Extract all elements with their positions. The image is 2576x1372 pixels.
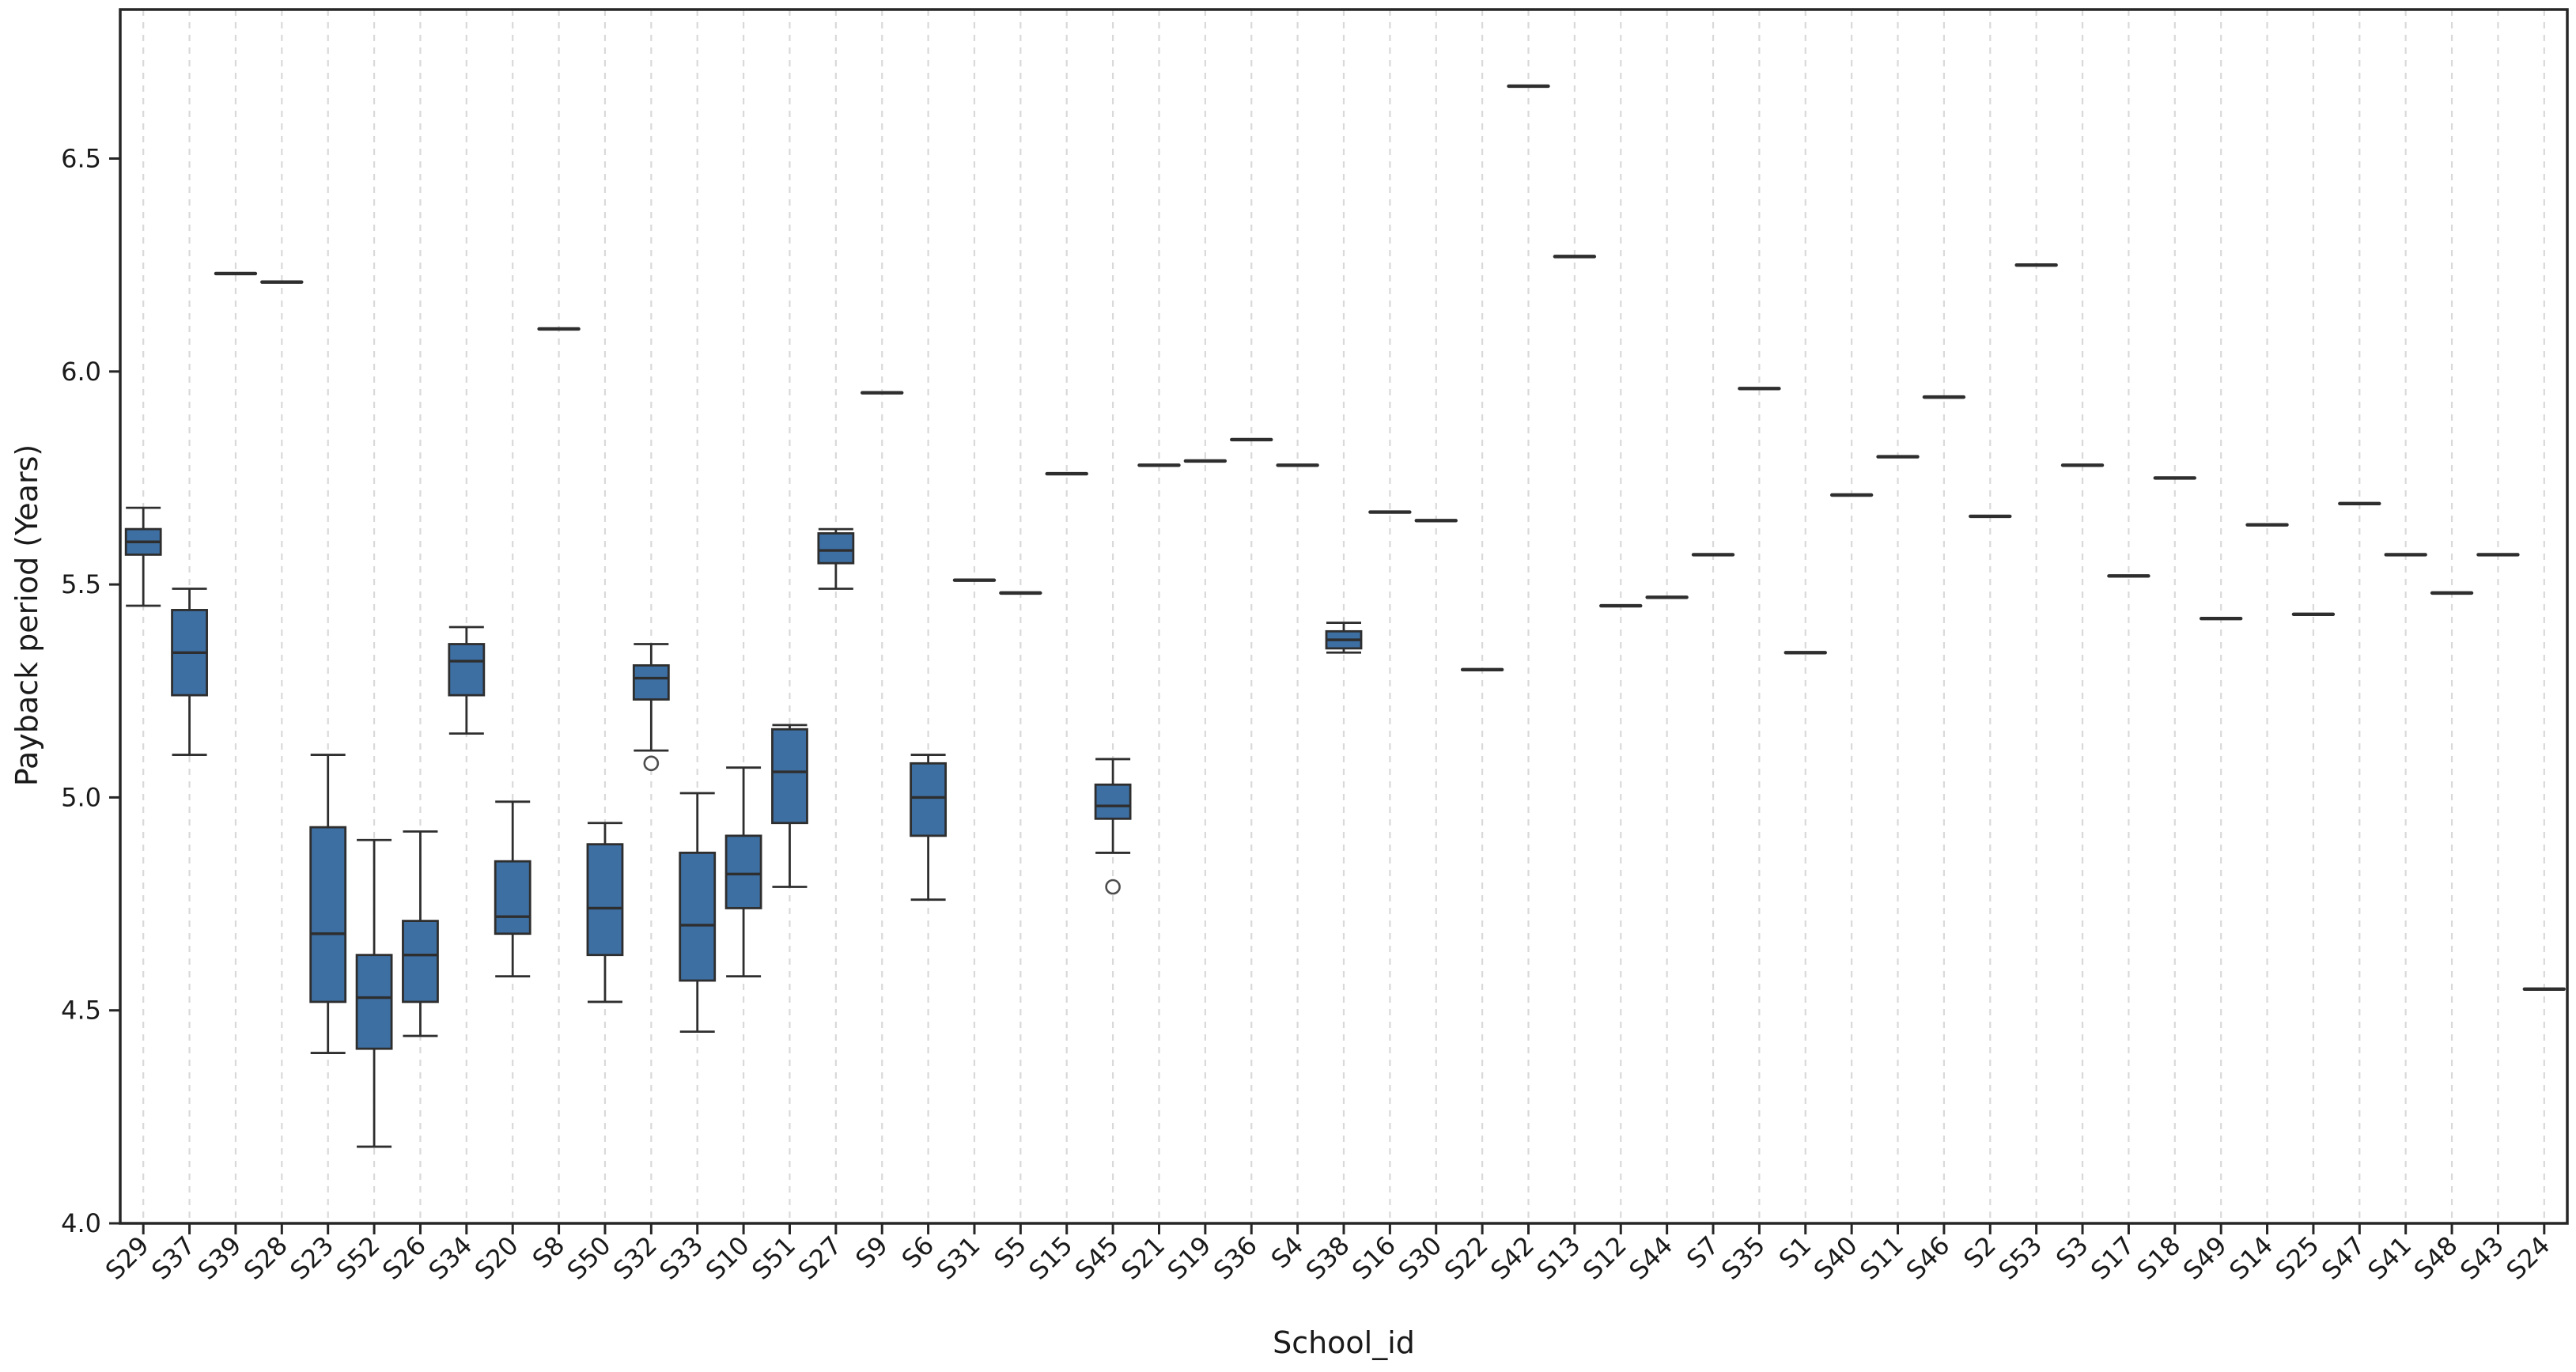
y-tick-label-5.5: 5.5 [61,569,101,599]
x-tick-label-S9: S9 [849,1230,894,1275]
x-tick-label-S17: S17 [2085,1230,2140,1286]
x-tick-label-S52: S52 [331,1230,386,1286]
box-S26 [402,920,439,1003]
box-S45 [1094,783,1132,820]
x-axis-title: School_id [1273,1325,1415,1360]
x-tick-label-S48: S48 [2408,1230,2464,1286]
x-tick-label-S33: S33 [653,1230,709,1286]
x-tick-label-S11: S11 [1854,1230,1909,1286]
x-tick-label-S20: S20 [469,1230,524,1286]
x-tick-label-S36: S36 [1208,1230,1263,1286]
box-S32 [632,664,670,701]
x-tick-label-S53: S53 [1992,1230,2048,1286]
x-tick-label-S19: S19 [1161,1230,1216,1286]
x-tick-label-S50: S50 [562,1230,617,1286]
x-tick-label-S21: S21 [1115,1230,1171,1286]
x-tick-label-S12: S12 [1577,1230,1632,1286]
x-tick-label-S31: S31 [931,1230,986,1286]
x-tick-label-S16: S16 [1346,1230,1401,1286]
x-tick-label-S44: S44 [1623,1230,1678,1286]
y-axis-title: Payback period (Years) [9,444,44,787]
x-tick-label-S32: S32 [607,1230,663,1286]
box-S6 [910,762,948,837]
outlier-S32-0 [643,755,660,772]
x-tick-label-S29: S29 [100,1230,155,1286]
x-tick-label-S49: S49 [2177,1230,2233,1286]
box-S10 [724,834,762,909]
box-S33 [679,852,717,982]
x-tick-label-S51: S51 [746,1230,801,1286]
x-tick-label-S37: S37 [146,1230,201,1286]
x-tick-label-S14: S14 [2223,1230,2279,1286]
y-tick-label-4.0: 4.0 [61,1208,101,1238]
y-tick-label-5.0: 5.0 [61,782,101,812]
x-tick-label-S41: S41 [2362,1230,2417,1286]
y-tick-label-6.0: 6.0 [61,357,101,387]
x-tick-label-S25: S25 [2270,1230,2325,1286]
box-S50 [586,843,624,957]
x-tick-label-S45: S45 [1069,1230,1125,1286]
x-tick-label-S35: S35 [1715,1230,1771,1286]
box-S34 [448,643,486,697]
x-tick-label-S46: S46 [1901,1230,1956,1286]
x-tick-label-S15: S15 [1023,1230,1078,1286]
x-tick-label-S39: S39 [192,1230,248,1286]
x-tick-label-S22: S22 [1439,1230,1494,1286]
x-tick-label-S24: S24 [2500,1230,2555,1286]
x-tick-label-S34: S34 [422,1230,478,1286]
x-tick-label-S42: S42 [1485,1230,1540,1286]
x-tick-label-S26: S26 [376,1230,432,1286]
x-tick-label-S23: S23 [284,1230,339,1286]
box-S52 [355,954,393,1050]
outlier-S45-0 [1105,879,1121,895]
box-S51 [771,728,808,825]
x-tick-label-S18: S18 [2131,1230,2186,1286]
box-S23 [309,826,347,1003]
x-tick-label-S47: S47 [2316,1230,2371,1286]
y-tick-label-4.5: 4.5 [61,996,101,1026]
box-S20 [494,860,531,935]
x-tick-label-S38: S38 [1300,1230,1356,1286]
x-tick-label-S13: S13 [1531,1230,1587,1286]
x-tick-label-S10: S10 [700,1230,755,1286]
x-tick-label-S27: S27 [792,1230,847,1286]
x-tick-label-S40: S40 [1808,1230,1863,1286]
box-S27 [817,532,855,565]
x-tick-label-S30: S30 [1392,1230,1447,1286]
y-tick-label-6.5: 6.5 [61,144,101,174]
x-tick-label-S28: S28 [238,1230,293,1286]
x-tick-label-S43: S43 [2454,1230,2510,1286]
